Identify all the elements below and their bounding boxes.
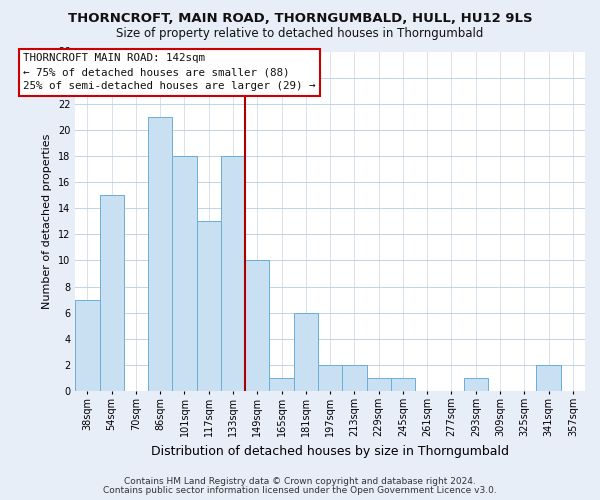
Text: THORNCROFT, MAIN ROAD, THORNGUMBALD, HULL, HU12 9LS: THORNCROFT, MAIN ROAD, THORNGUMBALD, HUL… [68,12,532,26]
Text: Contains public sector information licensed under the Open Government Licence v3: Contains public sector information licen… [103,486,497,495]
Bar [100,195,124,391]
X-axis label: Distribution of detached houses by size in Thorngumbald: Distribution of detached houses by size … [151,444,509,458]
Bar [294,312,318,391]
Bar [75,300,100,391]
Bar [342,365,367,391]
Bar [464,378,488,391]
Bar [536,365,561,391]
Bar [148,117,172,391]
Bar [269,378,294,391]
Bar [197,222,221,391]
Bar [221,156,245,391]
Text: Size of property relative to detached houses in Thorngumbald: Size of property relative to detached ho… [116,28,484,40]
Bar [318,365,342,391]
Bar [367,378,391,391]
Text: Contains HM Land Registry data © Crown copyright and database right 2024.: Contains HM Land Registry data © Crown c… [124,477,476,486]
Bar [245,260,269,391]
Text: THORNCROFT MAIN ROAD: 142sqm
← 75% of detached houses are smaller (88)
25% of se: THORNCROFT MAIN ROAD: 142sqm ← 75% of de… [23,53,316,91]
Bar [172,156,197,391]
Y-axis label: Number of detached properties: Number of detached properties [43,134,52,309]
Bar [391,378,415,391]
